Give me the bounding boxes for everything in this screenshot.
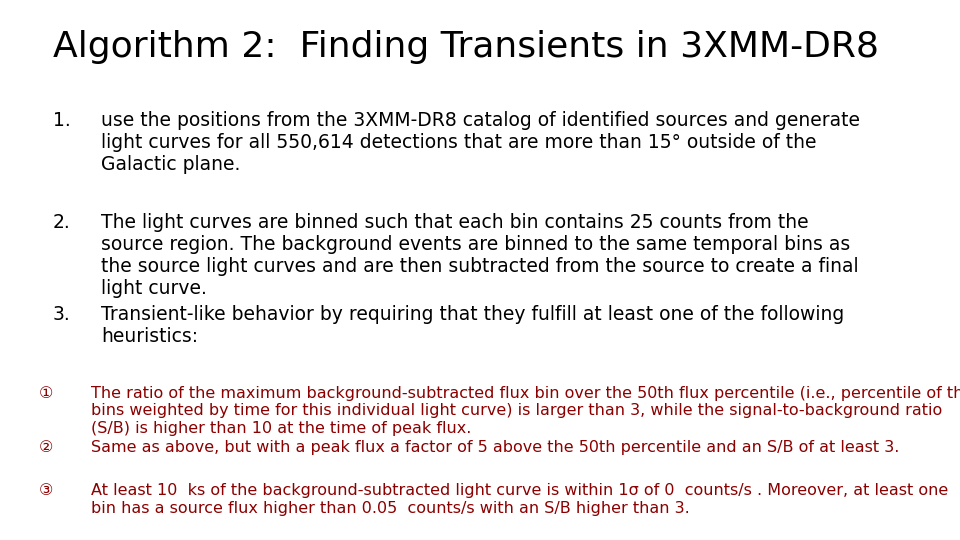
Text: ③: ③ — [38, 483, 53, 498]
Text: The ratio of the maximum background-subtracted flux bin over the 50th flux perce: The ratio of the maximum background-subt… — [91, 386, 960, 436]
Text: The light curves are binned such that each bin contains 25 counts from the
sourc: The light curves are binned such that ea… — [101, 213, 858, 298]
Text: 2.: 2. — [53, 213, 70, 232]
Text: Same as above, but with a peak flux a factor of 5 above the 50th percentile and : Same as above, but with a peak flux a fa… — [91, 440, 900, 455]
Text: ①: ① — [38, 386, 53, 401]
Text: use the positions from the 3XMM-DR8 catalog of identified sources and generate
l: use the positions from the 3XMM-DR8 cata… — [101, 111, 860, 174]
Text: 3.: 3. — [53, 305, 70, 324]
Text: 1.: 1. — [53, 111, 70, 130]
Text: Algorithm 2:  Finding Transients in 3XMM-DR8: Algorithm 2: Finding Transients in 3XMM-… — [53, 30, 878, 64]
Text: ②: ② — [38, 440, 53, 455]
Text: Transient-like behavior by requiring that they fulfill at least one of the follo: Transient-like behavior by requiring tha… — [101, 305, 844, 346]
Text: At least 10  ks of the background-subtracted light curve is within 1σ of 0  coun: At least 10 ks of the background-subtrac… — [91, 483, 948, 516]
